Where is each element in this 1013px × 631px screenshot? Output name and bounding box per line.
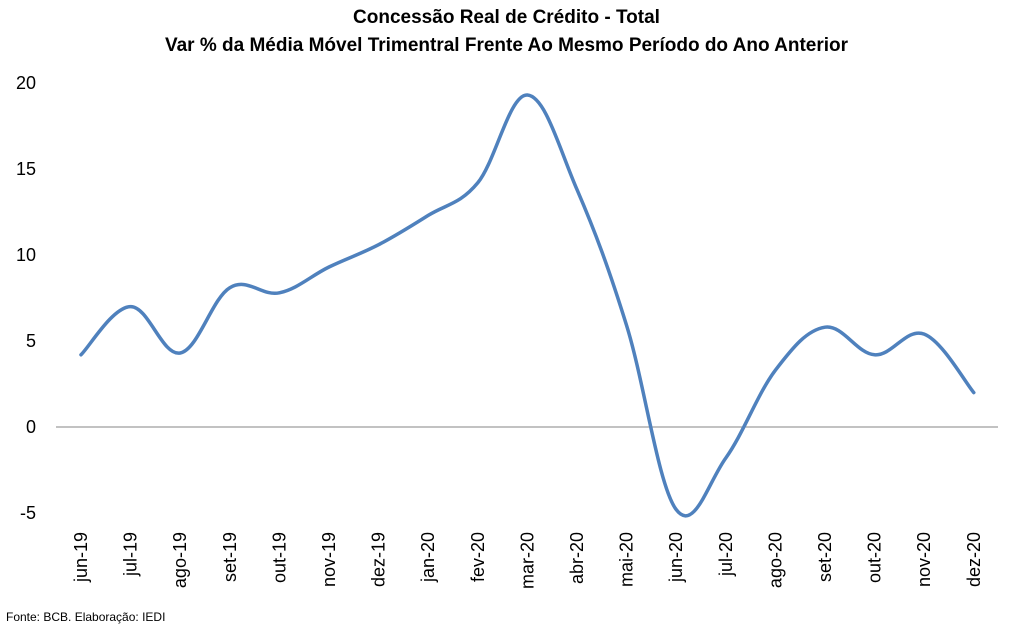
x-tick-label: ago-20	[765, 532, 785, 588]
x-tick-label: mar-20	[517, 532, 537, 589]
x-tick-label: dez-19	[369, 532, 389, 587]
chart-title: Concessão Real de Crédito - Total	[353, 7, 660, 28]
x-tick-label: dez-20	[964, 532, 984, 587]
x-tick-label: nov-20	[914, 532, 934, 587]
x-tick-label: mai-20	[617, 532, 637, 587]
y-tick-label: 0	[26, 417, 36, 437]
x-tick-label: ago-19	[170, 532, 190, 588]
x-tick-label: jul-20	[716, 532, 736, 577]
y-tick-label: 10	[16, 245, 36, 265]
y-axis: -5 0 5 10 15 20	[16, 73, 36, 523]
x-tick-label: jun-20	[666, 532, 686, 583]
y-tick-label: -5	[20, 503, 36, 523]
x-tick-label: jan-20	[418, 532, 438, 583]
x-tick-label: out-19	[269, 532, 289, 583]
x-tick-label: out-20	[865, 532, 885, 583]
y-tick-label: 5	[26, 331, 36, 351]
chart-subtitle: Var % da Média Móvel Trimentral Frente A…	[164, 35, 849, 56]
x-tick-label: fev-20	[468, 532, 488, 582]
x-tick-label: set-19	[220, 532, 240, 582]
source-note: Fonte: BCB. Elaboração: IEDI	[6, 610, 166, 624]
series-line	[79, 93, 976, 518]
y-tick-label: 20	[16, 73, 36, 93]
x-tick-label: nov-19	[319, 532, 339, 587]
x-tick-label: abr-20	[567, 532, 587, 584]
x-tick-label: jul-19	[121, 532, 141, 577]
x-axis: jun-19 jul-19 ago-19 set-19 out-19 nov-19 dez-…	[71, 532, 984, 589]
x-tick-label: set-20	[815, 532, 835, 582]
y-tick-label: 15	[16, 159, 36, 179]
x-tick-label: jun-19	[71, 532, 91, 583]
